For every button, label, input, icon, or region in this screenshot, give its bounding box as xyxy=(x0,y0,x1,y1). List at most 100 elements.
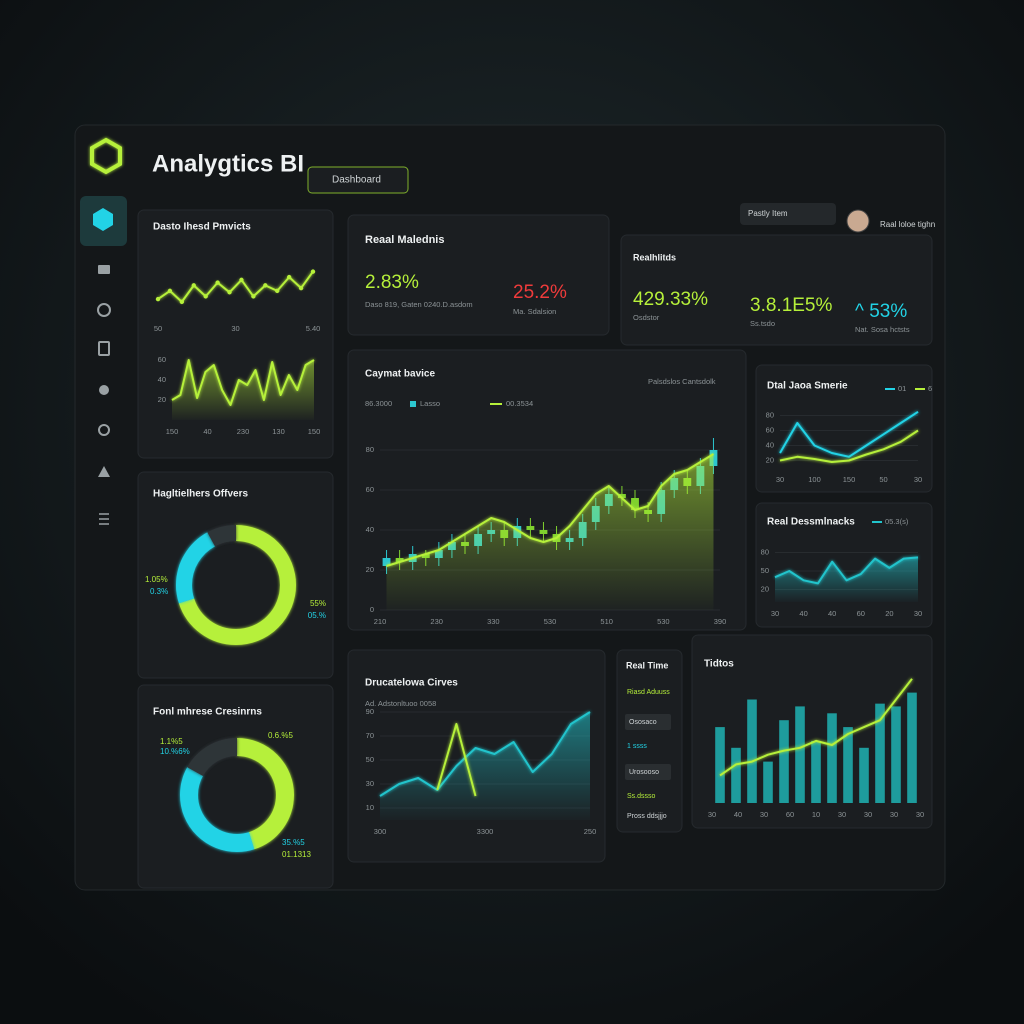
x-axis-label: 230 xyxy=(237,427,250,436)
nav-icon[interactable] xyxy=(98,424,110,436)
bar xyxy=(731,747,741,803)
x-axis-label: 330 xyxy=(487,617,500,626)
legend-swatch xyxy=(410,401,416,407)
chart-title: Drucatelowa Cirves xyxy=(365,678,458,689)
x-axis-label: 530 xyxy=(657,617,670,626)
bar xyxy=(811,740,821,803)
panel xyxy=(137,471,334,679)
realtime-item: Pross ddsjjjo xyxy=(627,813,667,820)
point xyxy=(310,269,316,274)
line xyxy=(436,723,477,797)
y-tick-label: 60 xyxy=(366,485,374,494)
realtime-tag[interactable] xyxy=(625,714,671,730)
candle-body xyxy=(382,558,391,566)
y-tick-label: 20 xyxy=(766,455,774,464)
x-axis-label: 150 xyxy=(166,427,179,436)
annotation: 1.05% xyxy=(145,575,168,584)
x-axis-label: 60 xyxy=(857,609,865,618)
avatar[interactable] xyxy=(846,209,870,233)
nav-icon[interactable] xyxy=(98,265,110,274)
annotation: 01.1313 xyxy=(282,850,311,859)
y-tick-label: 70 xyxy=(366,731,374,740)
x-axis-label: 50 xyxy=(154,324,162,333)
chart-title: Caymat bavice xyxy=(365,369,435,380)
nav-icon[interactable] xyxy=(97,303,111,317)
y-tick-label: 0 xyxy=(370,605,374,614)
area-fill xyxy=(386,454,714,610)
y-tick-label: 60 xyxy=(766,425,774,434)
x-axis-label: 10 xyxy=(812,810,820,819)
x-axis-label: 100 xyxy=(808,475,821,484)
annotation: 55% xyxy=(310,599,326,608)
x-axis-label: 40 xyxy=(799,609,807,618)
chart-title: Dasto Ihesd Pmvicts xyxy=(153,222,251,233)
nav-icon[interactable] xyxy=(99,385,109,395)
legend-label: 00.3534 xyxy=(506,399,533,408)
y-tick-label: 20 xyxy=(158,395,166,404)
point xyxy=(155,296,161,302)
nav-icon[interactable] xyxy=(98,341,110,356)
panel xyxy=(137,684,334,889)
x-axis-label: 40 xyxy=(828,609,836,618)
bar xyxy=(875,703,885,803)
x-axis-label: 30 xyxy=(864,810,872,819)
x-axis-label: 50 xyxy=(879,475,887,484)
nav-icon[interactable] xyxy=(99,513,109,525)
bar xyxy=(843,727,853,803)
nav-icon[interactable] xyxy=(98,466,110,477)
bar xyxy=(891,706,901,803)
kpi-label: Daso 819, Gaten 0240.D.asdom xyxy=(365,300,473,309)
y-tick-label: 80 xyxy=(366,445,374,454)
realtime-item: Riasd Aduuss xyxy=(627,689,670,696)
x-axis-label: 300 xyxy=(374,827,387,836)
x-axis-label: 390 xyxy=(714,617,727,626)
area-fill xyxy=(775,557,918,602)
view-select[interactable] xyxy=(307,166,409,194)
realtime-item: Ss.dssso xyxy=(627,793,656,800)
bar xyxy=(827,713,837,803)
y-tick-label: 60 xyxy=(158,355,166,364)
point xyxy=(167,288,173,294)
kpi-label: Osdstor xyxy=(633,313,660,322)
kpi-value: ^ 53% xyxy=(855,301,907,322)
realtime-tag[interactable] xyxy=(625,764,671,780)
annotation: 1.1%5 xyxy=(160,737,183,746)
bar xyxy=(715,727,725,803)
x-axis-label: 5.40 xyxy=(306,324,321,333)
y-tick-label: 20 xyxy=(366,565,374,574)
annotation: 0.3% xyxy=(150,587,168,596)
filter-select[interactable] xyxy=(740,203,836,225)
point xyxy=(251,294,256,299)
legend-label: Lasso xyxy=(420,399,440,408)
x-axis-label: 530 xyxy=(544,617,557,626)
filter-label: Pastly Item xyxy=(748,209,788,218)
candle-body xyxy=(539,530,548,534)
kpi-value: 3.8.1E5% xyxy=(750,295,832,316)
point xyxy=(215,280,220,285)
x-axis-label: 510 xyxy=(600,617,613,626)
menu-label: Palsdslos Cantsdolk xyxy=(648,377,716,386)
x-axis-label: 30 xyxy=(914,475,922,484)
x-axis-label: 40 xyxy=(734,810,742,819)
y-tick-label: 30 xyxy=(366,779,374,788)
x-axis-label: 250 xyxy=(584,827,597,836)
nav-icon[interactable] xyxy=(93,208,113,231)
bar xyxy=(859,747,869,803)
line xyxy=(379,711,591,797)
x-axis-label: 30 xyxy=(838,810,846,819)
candle-body xyxy=(618,494,626,498)
legend-label: 05.3(s) xyxy=(885,517,909,526)
annotation: 05.% xyxy=(308,611,326,620)
point xyxy=(227,290,232,295)
y-tick-label: 40 xyxy=(158,375,166,384)
chart-title: Dtal Jaoa Smerie xyxy=(767,381,848,392)
kpi-value: 2.83% xyxy=(365,272,419,293)
kpi-title: Reaal Malednis xyxy=(365,234,444,246)
user-name: Raal loloe tighn xyxy=(880,220,935,229)
donut-segment xyxy=(180,738,294,852)
x-axis-label: 30 xyxy=(231,324,239,333)
candle-body xyxy=(526,526,535,530)
y-tick-label: 80 xyxy=(766,410,774,419)
bar xyxy=(763,761,773,803)
